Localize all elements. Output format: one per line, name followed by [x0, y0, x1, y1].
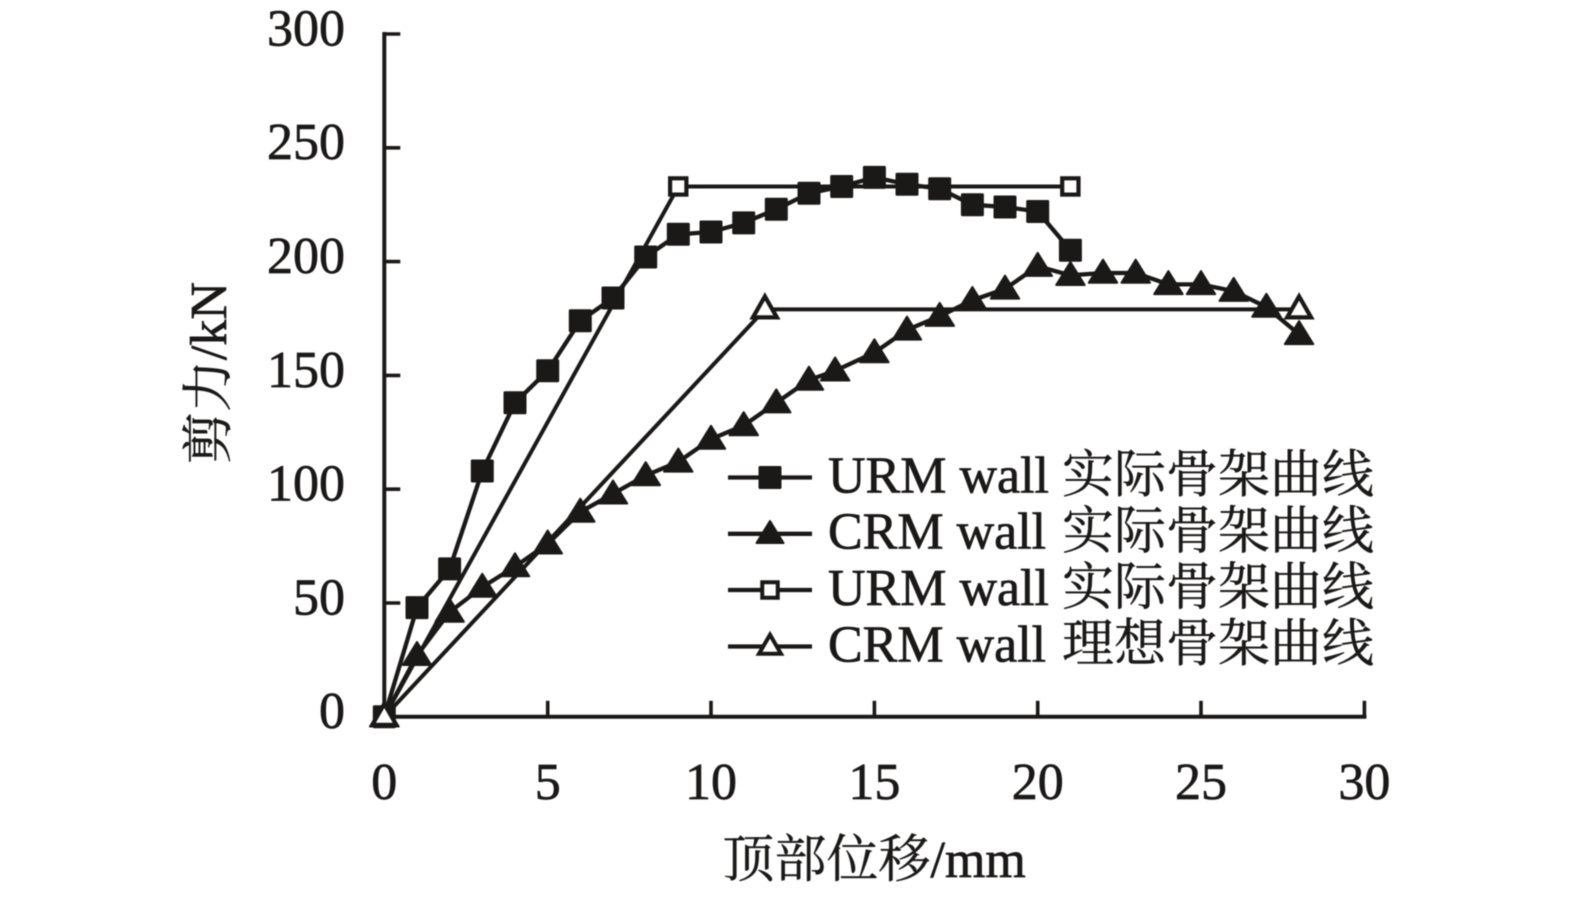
svg-text:10: 10 — [685, 754, 737, 811]
svg-text:CRM wall: CRM wall — [828, 504, 1059, 561]
svg-text:5: 5 — [535, 754, 561, 811]
svg-text:15: 15 — [848, 754, 900, 811]
svg-text:250: 250 — [267, 114, 345, 171]
svg-text:25: 25 — [1175, 754, 1227, 811]
svg-text:CRM wall: CRM wall — [828, 616, 1059, 673]
svg-text:URM wall: URM wall — [828, 447, 1062, 504]
svg-text:50: 50 — [293, 569, 345, 626]
svg-text:200: 200 — [267, 228, 345, 285]
svg-text:30: 30 — [1338, 754, 1390, 811]
svg-text:0: 0 — [371, 754, 397, 811]
svg-text:0: 0 — [319, 683, 345, 740]
svg-text:URM wall: URM wall — [828, 560, 1062, 617]
svg-text:20: 20 — [1012, 754, 1064, 811]
svg-text:100: 100 — [267, 456, 345, 513]
svg-text:/kN: /kN — [181, 282, 238, 360]
svg-text:150: 150 — [267, 342, 345, 399]
svg-text:300: 300 — [267, 0, 345, 57]
svg-text:/mm: /mm — [931, 832, 1026, 889]
